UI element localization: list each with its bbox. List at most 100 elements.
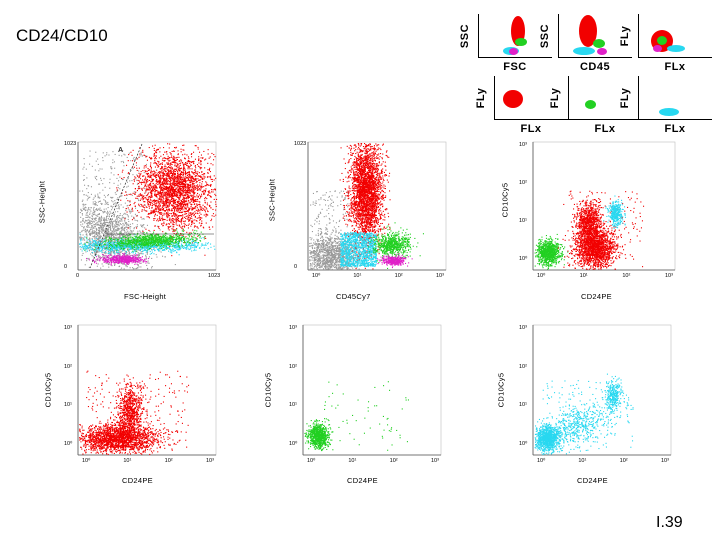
scatter-point	[100, 227, 102, 229]
scatter-point	[190, 175, 192, 177]
scatter-point	[85, 203, 87, 205]
scatter-point	[139, 253, 141, 255]
scatter-point	[101, 247, 103, 249]
scatter-point	[128, 226, 130, 228]
scatter-point	[184, 226, 186, 228]
scatter-point	[125, 238, 127, 240]
scatter-point	[163, 218, 165, 220]
scatter-point	[145, 156, 147, 158]
scatter-point	[172, 158, 174, 160]
scatter-point	[184, 220, 186, 222]
scatter-point	[164, 181, 166, 183]
scatter-point	[178, 220, 180, 222]
scatter-point	[191, 198, 193, 200]
scatter-point	[95, 243, 97, 245]
scatter-point	[86, 212, 88, 214]
scatter-point	[171, 255, 173, 257]
scatter-point	[147, 262, 149, 264]
scatter-point	[159, 147, 161, 149]
scatter-point	[114, 264, 116, 266]
scatter-point	[178, 204, 180, 206]
scatter-point	[114, 192, 116, 194]
scatter-point	[186, 177, 188, 179]
scatter-point	[191, 180, 193, 182]
scatter-point	[164, 151, 166, 153]
scatter-point	[129, 210, 131, 212]
scatter-point	[110, 230, 112, 232]
scatter-point	[126, 229, 128, 231]
scatter-point	[154, 211, 156, 213]
scatter-point	[86, 250, 88, 252]
scatter-point	[153, 174, 155, 176]
scatter-point	[149, 175, 151, 177]
scatter-point	[89, 163, 91, 165]
scatter-point	[123, 235, 125, 237]
scatter-point	[97, 197, 99, 199]
scatter-point	[116, 230, 118, 232]
scatter-point	[115, 229, 117, 231]
scatter-point	[173, 178, 175, 180]
scatter-point	[101, 203, 103, 205]
scatter-point	[96, 240, 98, 242]
scatter-point	[80, 208, 82, 210]
scatter-point	[176, 187, 178, 189]
scatter-point	[200, 164, 202, 166]
scatter-point	[104, 252, 106, 254]
scatter-point	[141, 181, 143, 183]
scatter-point	[146, 250, 148, 252]
scatter-point	[113, 220, 115, 222]
scatter-point	[129, 180, 131, 182]
scatter-point	[154, 170, 156, 172]
scatter-point	[109, 182, 111, 184]
scatter-point	[172, 158, 174, 160]
scatter-point	[189, 245, 191, 247]
scatter-point	[196, 194, 198, 196]
scatter-point	[190, 204, 192, 206]
scatter-point	[187, 174, 189, 176]
scatter-point	[107, 247, 109, 249]
scatter-point	[189, 176, 191, 178]
scatter-point	[126, 194, 128, 196]
scatter-point	[145, 210, 147, 212]
scatter-point	[173, 189, 175, 191]
scatter-point	[95, 160, 97, 162]
scatter-point	[195, 200, 197, 202]
scatter-point	[193, 151, 195, 153]
scatter-point	[149, 245, 151, 247]
scatter-point	[82, 237, 84, 239]
scatter-point	[170, 183, 172, 185]
scatter-point	[156, 208, 158, 210]
scatter-point	[186, 163, 188, 165]
scatter-point	[153, 178, 155, 180]
scatter-point	[104, 247, 106, 249]
scatter-point	[147, 203, 149, 205]
scatter-point	[186, 161, 188, 163]
scatter-point	[92, 256, 94, 258]
scatter-point	[116, 223, 118, 225]
scatter-point	[177, 220, 179, 222]
scatter-point	[106, 245, 108, 247]
scatter-point	[162, 181, 164, 183]
scatter-point	[110, 252, 112, 254]
scatter-point	[98, 224, 100, 226]
scatter-point	[189, 202, 191, 204]
scatter-point	[113, 174, 115, 176]
scatter-point	[176, 178, 178, 180]
scatter-point	[92, 240, 94, 242]
scatter-point	[92, 241, 94, 243]
scatter-point	[114, 200, 116, 202]
scatter-point	[138, 203, 140, 205]
scatter-point	[194, 180, 196, 182]
scatter-point	[92, 201, 94, 203]
scatter-point	[120, 232, 122, 234]
scatter-point	[153, 185, 155, 187]
scatter-point	[167, 188, 169, 190]
scatter-point	[156, 225, 158, 227]
scatter-point	[190, 164, 192, 166]
scatter-point	[94, 238, 96, 240]
scatter-point	[182, 238, 184, 240]
scatter-point	[156, 190, 158, 192]
scatter-point	[212, 189, 214, 191]
scatter-point	[167, 155, 169, 157]
scatter-point	[95, 202, 97, 204]
